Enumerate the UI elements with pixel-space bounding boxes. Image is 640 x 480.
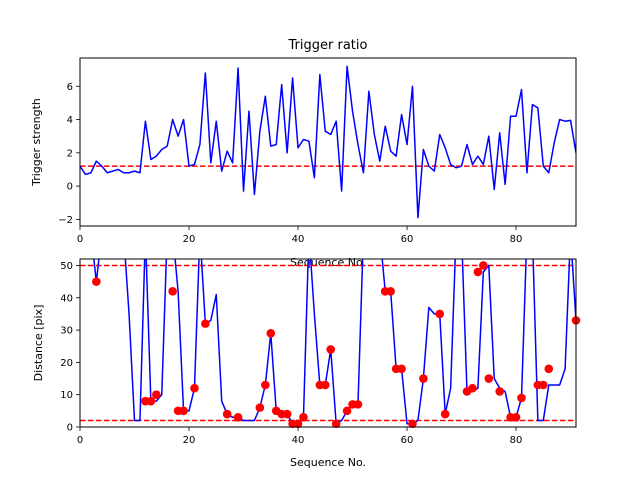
data-point <box>440 409 450 419</box>
data-point <box>408 419 417 429</box>
data-point <box>261 380 270 390</box>
data-point <box>544 364 554 374</box>
data-point <box>146 396 156 406</box>
data-point <box>517 393 526 403</box>
x-tick-label: 60 <box>401 435 414 446</box>
chart-title: Trigger ratio <box>288 38 368 53</box>
data-point <box>201 319 210 328</box>
data-point <box>299 413 308 422</box>
data-point <box>353 400 363 409</box>
x-tick-label: 80 <box>510 234 523 245</box>
y-tick-label: 4 <box>67 115 73 126</box>
data-point <box>473 267 483 277</box>
x-axis-label: Sequence No. <box>290 456 366 469</box>
data-point <box>152 390 161 399</box>
plot-frame <box>79 57 577 227</box>
y-tick-label: 0 <box>67 182 73 193</box>
data-point <box>92 277 101 286</box>
data-point <box>397 364 406 374</box>
y-tick-label: 20 <box>60 358 73 369</box>
y-tick-label: −2 <box>58 215 73 226</box>
data-point <box>222 409 232 419</box>
x-tick-label: 40 <box>292 435 305 446</box>
data-point <box>168 287 177 296</box>
x-tick-label: 0 <box>77 234 83 245</box>
x-tick-label: 20 <box>183 435 196 446</box>
data-point <box>419 374 428 383</box>
y-tick-label: 2 <box>67 148 73 159</box>
data-point <box>282 409 292 419</box>
x-tick-label: 80 <box>510 435 523 446</box>
data-point <box>326 345 336 354</box>
y-tick-label: 30 <box>60 326 73 337</box>
x-tick-label: 40 <box>292 234 305 245</box>
data-point <box>293 419 303 429</box>
data-point <box>266 329 276 338</box>
data-point <box>468 383 477 393</box>
data-point <box>435 309 445 319</box>
data-point <box>233 413 243 422</box>
data-point <box>511 413 521 422</box>
data-point <box>538 380 548 390</box>
x-tick-label: 60 <box>401 234 414 245</box>
plot-frame <box>79 258 577 428</box>
y-tick-label: 10 <box>60 390 73 401</box>
data-point <box>320 380 330 390</box>
x-tick-label: 20 <box>183 234 196 245</box>
data-point <box>342 406 352 416</box>
y-axis-label: Trigger strength <box>30 98 43 187</box>
series-line <box>80 65 576 219</box>
y-axis-label: Distance [pix] <box>32 305 45 382</box>
data-point <box>331 419 341 429</box>
y-tick-label: 40 <box>60 293 73 304</box>
data-point <box>179 406 188 416</box>
data-point <box>495 387 504 396</box>
y-tick-label: 0 <box>67 423 73 434</box>
y-tick-label: 50 <box>60 261 73 272</box>
y-tick-label: 6 <box>67 82 73 93</box>
series-line <box>93 259 576 425</box>
data-point <box>484 374 494 383</box>
x-tick-label: 0 <box>77 435 83 446</box>
distance-plot: 0 20 40 60 80 0 10 20 30 40 50 Sequence No. Dista… <box>32 258 581 469</box>
data-point <box>386 287 395 296</box>
data-point <box>190 383 199 393</box>
data-point <box>255 403 265 412</box>
data-point <box>479 261 488 270</box>
